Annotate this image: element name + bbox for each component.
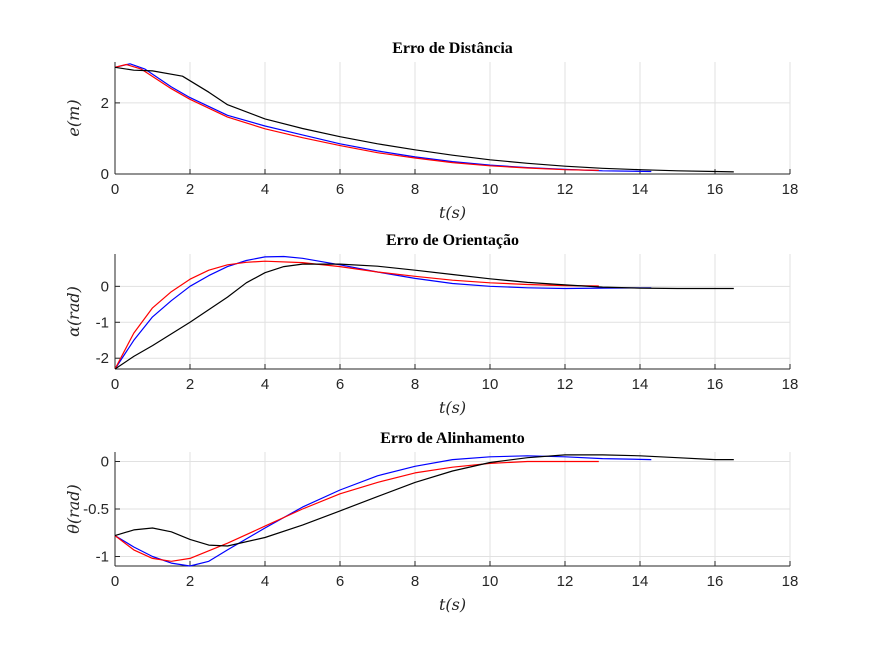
y-tick-label: 0 — [101, 454, 109, 471]
x-tick-label: 16 — [707, 573, 724, 590]
series-line-2 — [114, 460, 599, 562]
x-tick-label: 18 — [782, 376, 799, 393]
series-line-1 — [114, 255, 652, 370]
x-tick-label: 2 — [186, 181, 194, 198]
x-axis-label: t(s) — [439, 595, 466, 614]
x-tick-label: 18 — [782, 181, 799, 198]
chart-title: Erro de Alinhamento — [380, 430, 525, 447]
chart-title: Erro de Distância — [392, 40, 513, 57]
y-tick-label: 0 — [101, 166, 109, 183]
plot-area — [115, 254, 790, 369]
y-tick-label: -2 — [96, 350, 109, 367]
chart-alignment-error: 0 2 4 6 8 10 12 14 16 18 -1 -0.5 0 Erro de Alinhamen… — [64, 430, 798, 614]
x-tick-label: 16 — [707, 181, 724, 198]
y-tick-label: -1 — [96, 314, 109, 331]
series-line-2 — [114, 260, 599, 370]
x-tick-label: 10 — [482, 376, 499, 393]
x-tick-label: 4 — [261, 573, 269, 590]
x-tick-label: 14 — [632, 573, 649, 590]
x-tick-label: 4 — [261, 376, 269, 393]
series-line-2 — [114, 63, 599, 171]
x-tick-label: 8 — [411, 181, 419, 198]
x-tick-label: 8 — [411, 573, 419, 590]
chart-distance-error: 0 2 4 6 8 10 12 14 16 18 0 2 Erro de Distância t(s) e… — [64, 40, 798, 222]
x-tick-label: 12 — [557, 181, 574, 198]
x-axis-label: t(s) — [439, 398, 466, 417]
y-tick-label: -1 — [96, 549, 109, 566]
y-axis-label: α(rad) — [64, 286, 83, 337]
x-tick-label: 6 — [336, 181, 344, 198]
x-tick-label: 14 — [632, 181, 649, 198]
x-tick-label: 0 — [111, 573, 119, 590]
x-tick-label: 6 — [336, 376, 344, 393]
x-tick-label: 18 — [782, 573, 799, 590]
x-tick-label: 10 — [482, 181, 499, 198]
x-tick-label: 2 — [186, 573, 194, 590]
x-tick-label: 14 — [632, 376, 649, 393]
chart-orientation-error: 0 2 4 6 8 10 12 14 16 18 -2 -1 0 Erro de Orientação t… — [64, 232, 798, 417]
y-axis-label: e(m) — [64, 99, 83, 136]
x-tick-label: 16 — [707, 376, 724, 393]
y-tick-label: 0 — [101, 278, 109, 295]
x-tick-label: 4 — [261, 181, 269, 198]
x-tick-label: 0 — [111, 181, 119, 198]
x-tick-label: 10 — [482, 573, 499, 590]
chart-title: Erro de Orientação — [386, 232, 519, 249]
series-line-3 — [114, 263, 734, 370]
series-line-1 — [114, 455, 652, 567]
x-tick-label: 2 — [186, 376, 194, 393]
x-tick-label: 0 — [111, 376, 119, 393]
plot-area — [115, 62, 790, 174]
y-axis-label: θ(rad) — [64, 484, 83, 534]
x-tick-label: 8 — [411, 376, 419, 393]
x-tick-label: 6 — [336, 573, 344, 590]
series-line-3 — [114, 454, 734, 547]
y-tick-label: 2 — [101, 95, 109, 112]
y-tick-label: -0.5 — [83, 501, 109, 518]
x-axis-label: t(s) — [439, 203, 466, 222]
x-tick-label: 12 — [557, 573, 574, 590]
series-line-3 — [114, 66, 734, 173]
x-tick-label: 12 — [557, 376, 574, 393]
